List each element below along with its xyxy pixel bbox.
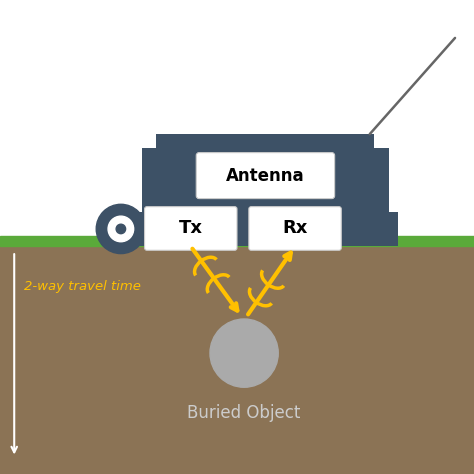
Circle shape <box>96 204 146 254</box>
Text: Buried Object: Buried Object <box>187 404 301 422</box>
Bar <box>156 134 374 148</box>
Bar <box>123 212 398 246</box>
FancyBboxPatch shape <box>249 207 341 250</box>
Bar <box>0 236 474 246</box>
Text: Rx: Rx <box>283 219 308 237</box>
Circle shape <box>210 319 278 387</box>
Bar <box>0 246 474 474</box>
Text: Antenna: Antenna <box>226 167 305 184</box>
Text: 2-way travel time: 2-way travel time <box>24 280 141 293</box>
Circle shape <box>116 224 126 234</box>
Bar <box>142 148 389 212</box>
FancyBboxPatch shape <box>196 153 335 199</box>
FancyBboxPatch shape <box>145 207 237 250</box>
Text: Tx: Tx <box>179 219 203 237</box>
Circle shape <box>108 216 134 242</box>
